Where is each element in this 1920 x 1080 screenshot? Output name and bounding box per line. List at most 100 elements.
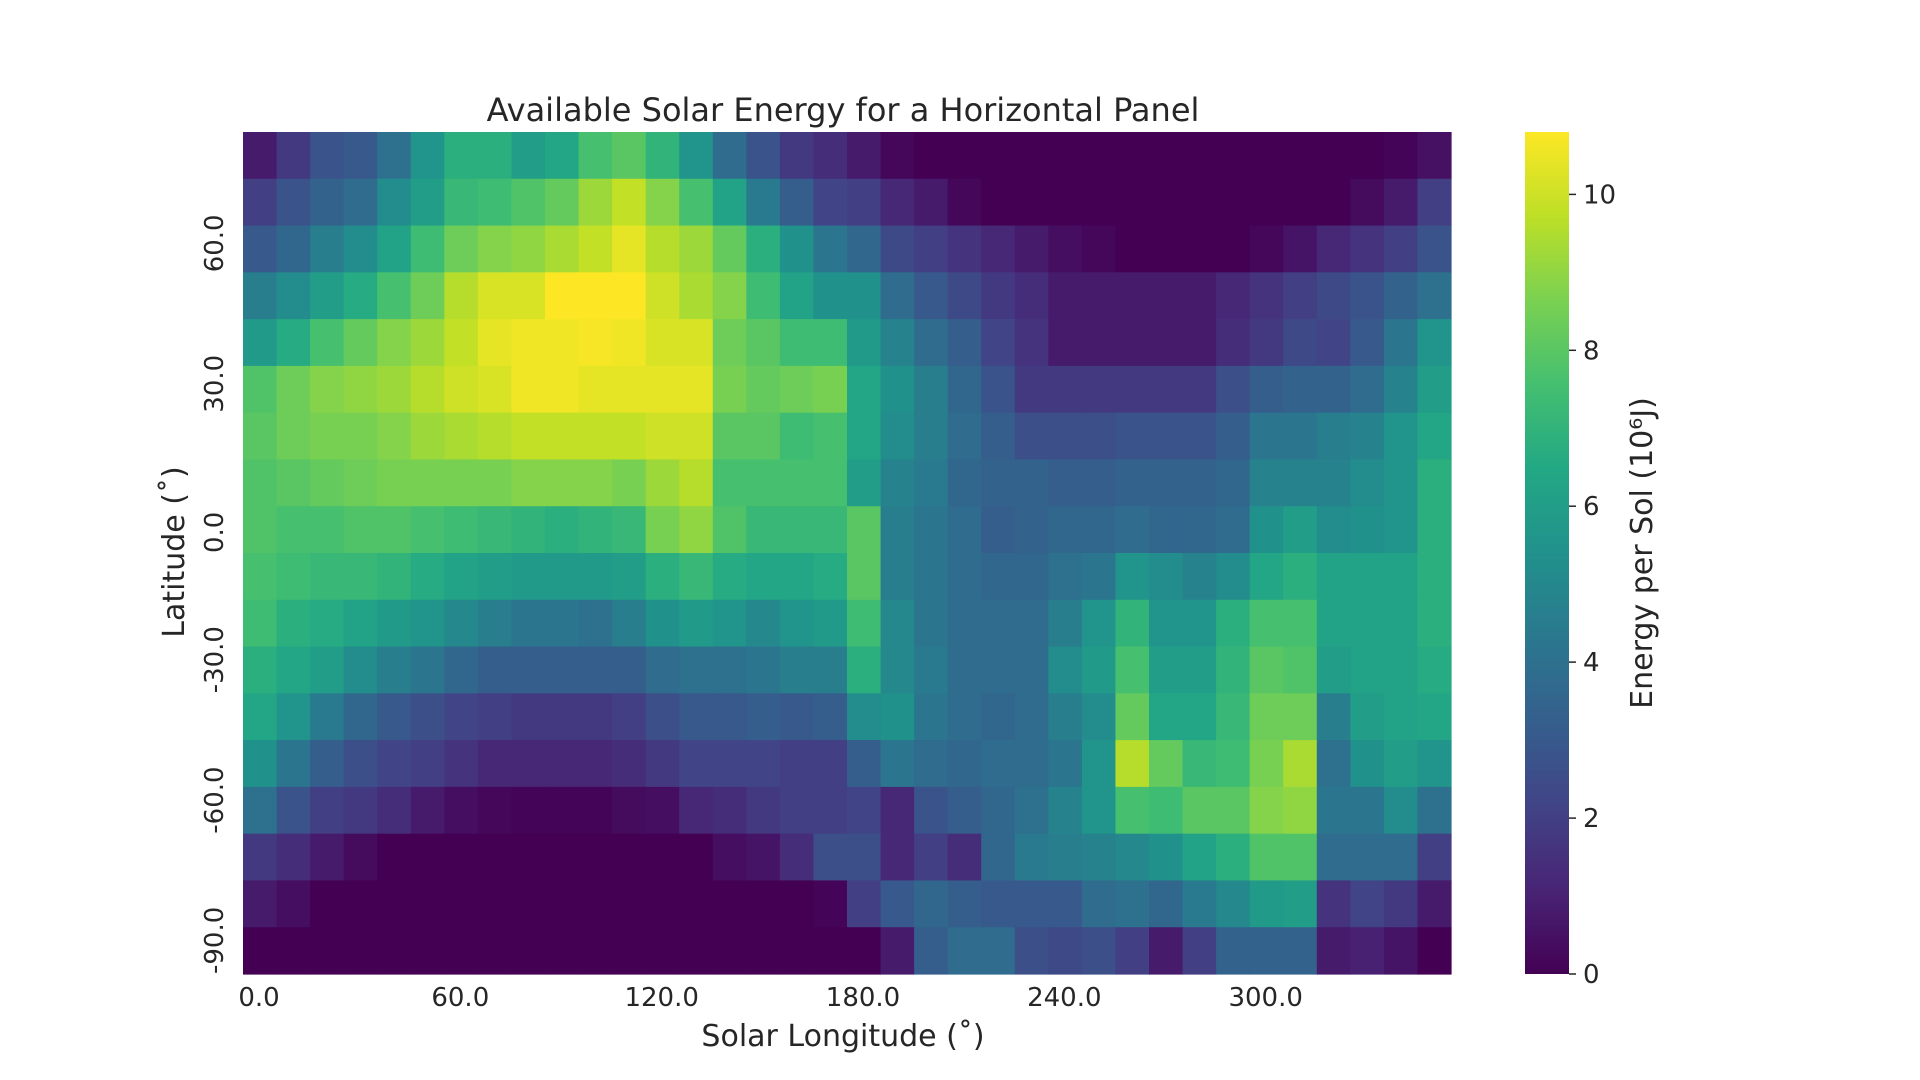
heatmap-cell bbox=[612, 178, 647, 227]
heatmap-cell bbox=[410, 365, 445, 414]
heatmap-cell bbox=[310, 132, 345, 180]
heatmap-cell bbox=[276, 178, 311, 227]
heatmap-cell bbox=[377, 506, 412, 554]
heatmap-cell bbox=[1383, 225, 1419, 273]
heatmap-cell bbox=[578, 225, 613, 273]
heatmap-cell bbox=[477, 132, 513, 180]
heatmap-cell bbox=[645, 272, 680, 320]
heatmap-cell bbox=[1014, 786, 1049, 835]
heatmap-cell bbox=[276, 132, 311, 180]
heatmap-cell bbox=[310, 786, 345, 835]
heatmap-cell bbox=[645, 740, 680, 788]
heatmap-cell bbox=[1149, 459, 1184, 507]
heatmap-cell bbox=[880, 178, 915, 227]
heatmap-cell bbox=[779, 412, 815, 461]
heatmap-cell bbox=[545, 880, 580, 928]
y-tick-label: -90.0 bbox=[200, 907, 230, 974]
heatmap-cell bbox=[712, 319, 747, 367]
heatmap-cell bbox=[343, 319, 378, 367]
y-tick-label: -60.0 bbox=[200, 766, 230, 833]
heatmap-cell bbox=[847, 412, 882, 461]
heatmap-cell bbox=[1149, 506, 1184, 554]
heatmap-cell bbox=[679, 927, 714, 975]
heatmap-cell bbox=[1316, 459, 1351, 507]
heatmap-cell bbox=[1115, 553, 1150, 601]
heatmap-cell bbox=[276, 365, 311, 414]
heatmap-cell bbox=[645, 927, 680, 975]
heatmap-cell bbox=[645, 833, 680, 882]
heatmap-cell bbox=[1417, 786, 1452, 835]
heatmap-cell bbox=[477, 646, 513, 694]
heatmap-cell bbox=[578, 833, 613, 882]
heatmap-cell bbox=[679, 599, 714, 648]
heatmap-cell bbox=[1048, 786, 1083, 835]
heatmap-cell bbox=[679, 365, 714, 414]
heatmap-cell bbox=[1383, 412, 1419, 461]
heatmap-cell bbox=[914, 693, 949, 741]
heatmap-cell bbox=[511, 272, 546, 320]
heatmap-cell bbox=[578, 272, 613, 320]
heatmap-cell bbox=[947, 880, 982, 928]
heatmap-cell bbox=[847, 553, 882, 601]
heatmap-cell bbox=[1115, 786, 1150, 835]
heatmap-cell bbox=[1316, 740, 1351, 788]
heatmap-cell bbox=[712, 693, 747, 741]
heatmap-cell bbox=[1216, 132, 1251, 180]
heatmap-cell bbox=[310, 599, 345, 648]
heatmap-cell bbox=[310, 459, 345, 507]
heatmap-cell bbox=[947, 833, 982, 882]
heatmap-cell bbox=[1383, 132, 1419, 180]
heatmap-cell bbox=[981, 833, 1016, 882]
heatmap-cell bbox=[477, 880, 513, 928]
heatmap-cell bbox=[243, 506, 278, 554]
heatmap-cell bbox=[679, 132, 714, 180]
heatmap-cell bbox=[377, 880, 412, 928]
colorbar-tick-label: 8 bbox=[1583, 336, 1600, 366]
heatmap-cell bbox=[1316, 272, 1351, 320]
heatmap-cell bbox=[377, 833, 412, 882]
heatmap-cell bbox=[1081, 553, 1117, 601]
heatmap-cell bbox=[947, 319, 982, 367]
heatmap-cell bbox=[1350, 646, 1385, 694]
heatmap-cell bbox=[310, 693, 345, 741]
heatmap-cell bbox=[981, 693, 1016, 741]
heatmap-cell bbox=[712, 272, 747, 320]
heatmap-cell bbox=[712, 459, 747, 507]
heatmap-cell bbox=[1081, 740, 1117, 788]
heatmap-cell bbox=[1115, 319, 1150, 367]
heatmap-cell bbox=[1014, 225, 1049, 273]
heatmap-cell bbox=[1350, 786, 1385, 835]
heatmap-cell bbox=[243, 365, 278, 414]
heatmap-cell bbox=[914, 319, 949, 367]
heatmap-cell bbox=[377, 178, 412, 227]
heatmap-cell bbox=[1149, 646, 1184, 694]
heatmap-cell bbox=[1014, 272, 1049, 320]
heatmap-cell bbox=[1216, 319, 1251, 367]
heatmap-cell bbox=[1249, 693, 1284, 741]
heatmap-cell bbox=[511, 693, 546, 741]
heatmap-cell bbox=[880, 927, 915, 975]
heatmap-cell bbox=[679, 880, 714, 928]
heatmap-cell bbox=[1048, 599, 1083, 648]
heatmap-cell bbox=[1182, 132, 1217, 180]
heatmap-cell bbox=[1115, 178, 1150, 227]
heatmap-cell bbox=[578, 740, 613, 788]
heatmap-cell bbox=[1216, 786, 1251, 835]
heatmap-cell bbox=[1417, 833, 1452, 882]
heatmap-cell bbox=[1149, 786, 1184, 835]
heatmap-cell bbox=[746, 553, 781, 601]
heatmap-cell bbox=[779, 599, 815, 648]
heatmap-cell bbox=[410, 459, 445, 507]
heatmap-cell bbox=[1383, 740, 1419, 788]
heatmap-cell bbox=[343, 646, 378, 694]
heatmap-cell bbox=[1350, 833, 1385, 882]
heatmap-cell bbox=[310, 272, 345, 320]
heatmap-cell bbox=[914, 599, 949, 648]
heatmap-cell bbox=[880, 272, 915, 320]
heatmap-cell bbox=[243, 459, 278, 507]
heatmap-cell bbox=[511, 833, 546, 882]
heatmap-cell bbox=[511, 927, 546, 975]
heatmap-cell bbox=[1417, 693, 1452, 741]
heatmap-cell bbox=[947, 740, 982, 788]
y-tick-label: 60.0 bbox=[200, 214, 230, 272]
